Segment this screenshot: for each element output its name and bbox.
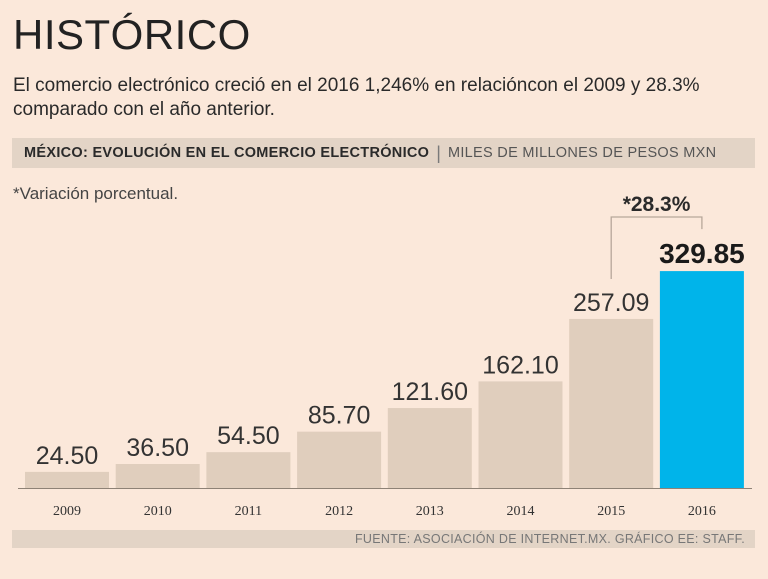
bar-2010 [115, 463, 200, 488]
bar-2016 [659, 271, 744, 488]
value-label-2009: 24.50 [36, 442, 99, 470]
value-label-2010: 36.50 [126, 434, 189, 462]
page-subtitle: El comercio electrónico creció en el 201… [13, 75, 700, 120]
value-label-2012: 85.70 [308, 402, 371, 430]
bar-2014 [478, 381, 563, 488]
bar-2015 [569, 318, 654, 488]
value-label-2013: 121.60 [392, 378, 468, 406]
bar-2009 [25, 471, 109, 488]
value-label-2015: 257.09 [573, 289, 649, 317]
chart-header-separator: | [436, 142, 441, 163]
bar-2011 [206, 452, 291, 488]
chart-unit-label: MILES DE MILLONES DE PESOS MXN [447, 145, 717, 161]
value-label-2016: 329.85 [659, 238, 745, 269]
bar-2012 [297, 431, 382, 488]
x-tick-label-2013: 2013 [416, 504, 444, 519]
page-title: HISTÓRICO [13, 11, 251, 58]
x-tick-label-2016: 2016 [688, 504, 716, 519]
bar-2013 [387, 408, 472, 488]
bar-chart: 24.50 2009 36.50 2010 54.50 2011 85.70 2012 121.… [18, 193, 752, 519]
value-label-2011: 54.50 [217, 422, 280, 450]
chart-title: MÉXICO: EVOLUCIÓN EN EL COMERCIO ELECTRÓ… [24, 145, 430, 161]
chart-header-bar: MÉXICO: EVOLUCIÓN EN EL COMERCIO ELECTRÓ… [12, 138, 755, 168]
x-tick-label-2015: 2015 [597, 504, 625, 519]
x-tick-label-2012: 2012 [325, 504, 353, 519]
x-tick-label-2009: 2009 [53, 504, 81, 519]
annotation-bracket [610, 216, 703, 279]
value-label-2014: 162.10 [482, 351, 558, 379]
chart-note: *Variación porcentual. [13, 184, 179, 203]
x-tick-label-2010: 2010 [144, 504, 172, 519]
x-tick-label-2014: 2014 [507, 504, 535, 519]
source-footer: FUENTE: ASOCIACIÓN DE INTERNET.MX. GRÁFI… [12, 530, 755, 548]
x-tick-label-2011: 2011 [235, 504, 262, 519]
annotation-label: *28.3% [623, 193, 691, 216]
